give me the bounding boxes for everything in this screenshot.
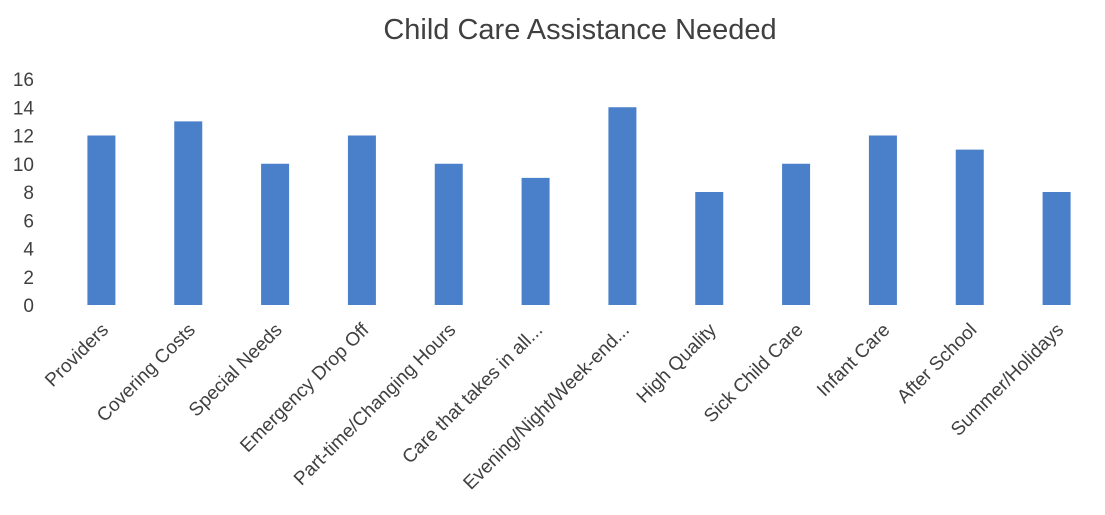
bar: [782, 163, 811, 305]
chart-title: Child Care Assistance Needed: [383, 14, 777, 46]
bars: [87, 107, 1071, 305]
bar: [521, 177, 550, 305]
x-tick-label: High Quality: [633, 319, 721, 407]
y-tick-label: 8: [23, 183, 34, 204]
bar: [434, 163, 463, 305]
y-tick-label: 4: [23, 240, 34, 261]
x-tick-label: Infant Care: [813, 320, 894, 401]
x-tick-label: Evening/Night/Week-end...: [460, 320, 634, 494]
x-tick-label: After School: [893, 320, 981, 408]
bar: [868, 135, 897, 305]
y-tick-label: 10: [13, 155, 34, 176]
y-tick-label: 16: [13, 70, 34, 91]
x-tick-label: Care that takes in all...: [399, 320, 548, 469]
y-axis: 0 2 4 6 8 10 12 14 16: [13, 70, 35, 317]
bar: [695, 192, 724, 305]
y-tick-label: 6: [23, 211, 34, 232]
y-tick-label: 0: [23, 296, 34, 317]
y-tick-label: 12: [13, 127, 34, 148]
x-tick-label: Part-time/Changing Hours: [290, 320, 460, 490]
bar: [1042, 192, 1071, 305]
bar: [955, 149, 984, 305]
bar: [347, 135, 376, 305]
bar: [87, 135, 116, 305]
bar: [261, 163, 290, 305]
bar: [174, 121, 203, 305]
x-tick-label: Providers: [41, 320, 113, 392]
y-tick-label: 14: [13, 98, 35, 119]
y-tick-label: 2: [23, 268, 34, 289]
bar: [608, 107, 637, 305]
